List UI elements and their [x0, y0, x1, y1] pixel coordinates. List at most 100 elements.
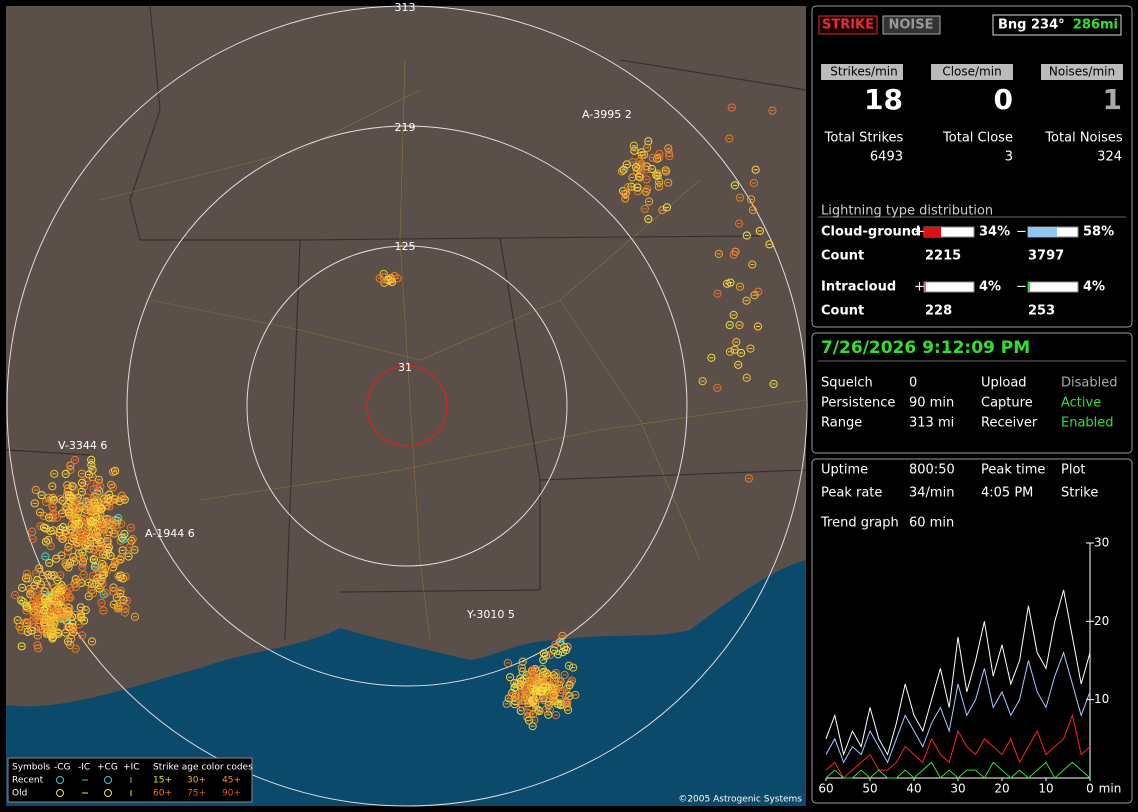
strike-symbol	[655, 149, 664, 158]
strike-symbol	[130, 612, 140, 621]
panel-text: 800:50	[909, 463, 955, 478]
strike-symbol	[658, 206, 667, 215]
strike-symbol	[48, 482, 57, 491]
panel-text: Squelch	[821, 376, 873, 391]
strike-symbol	[665, 152, 674, 161]
strike-symbol	[529, 709, 538, 719]
legend-age: 90+	[222, 789, 241, 799]
strike-symbol	[99, 606, 108, 615]
panel-text: Receiver	[981, 416, 1038, 431]
strike-symbol	[642, 165, 651, 174]
strike-symbol	[564, 661, 574, 670]
panel-text: 4:05 PM	[981, 486, 1033, 501]
strike-symbol	[622, 188, 631, 197]
strike-symbol	[707, 353, 716, 362]
strike-label: Y-3010 5	[466, 608, 515, 621]
strike-symbol	[68, 482, 77, 491]
strike-symbol	[87, 526, 97, 535]
strike-symbol	[71, 644, 80, 653]
strike-symbol	[753, 322, 763, 331]
copyright: ©2005 Astrogenic Systems	[678, 795, 802, 805]
strike-symbol	[533, 694, 542, 703]
legend-age: 60+	[153, 789, 172, 799]
strike-symbol	[17, 583, 27, 592]
strike-symbol	[74, 553, 83, 562]
strike-symbol	[713, 289, 722, 298]
ring	[6, 5, 808, 807]
strike-symbol	[735, 219, 744, 228]
panel-text: Total Close	[942, 131, 1013, 146]
strike-symbol	[31, 485, 40, 495]
range-label: 219	[395, 121, 416, 134]
strike-symbol	[126, 523, 136, 532]
strike-symbol	[375, 274, 384, 283]
strike-symbol	[81, 605, 90, 615]
strike-symbol	[748, 206, 758, 215]
strike-symbol	[643, 185, 652, 194]
strike-symbol	[116, 586, 126, 596]
strike-symbol	[562, 697, 571, 706]
strike-symbol	[96, 482, 105, 491]
strike-symbol	[55, 614, 64, 623]
strike-symbol	[10, 590, 20, 600]
x-tick-label: 60	[818, 782, 833, 796]
panel-text: 34%	[979, 225, 1010, 240]
strike-symbol	[21, 618, 30, 627]
strike-symbol	[22, 601, 31, 611]
strike-symbol	[547, 685, 556, 694]
strike-symbol	[99, 590, 108, 599]
panel-text: 313 mi	[909, 416, 954, 431]
trend-line	[825, 651, 1091, 764]
strike-symbol	[117, 533, 127, 542]
panel-text: 7/26/2026 9:12:09 PM	[821, 338, 1030, 358]
strike-symbol	[48, 502, 57, 511]
range-label: 125	[395, 240, 416, 253]
strike-symbol	[119, 595, 128, 605]
strike-symbol	[503, 658, 512, 668]
strike-symbol	[723, 279, 732, 288]
strike-symbol	[103, 495, 113, 504]
strike-symbol	[542, 669, 551, 678]
panel-text: Upload	[981, 376, 1027, 391]
y-tick-label: 10	[1094, 692, 1109, 706]
strike-symbol	[79, 570, 88, 579]
legend-symbol	[104, 776, 112, 784]
strike-symbol	[39, 523, 49, 532]
strike-symbol	[619, 165, 628, 174]
strike-symbol	[66, 583, 75, 592]
strike-symbol	[746, 195, 756, 204]
legend-text: Old	[12, 789, 27, 799]
strike-symbol	[128, 534, 137, 544]
panel-text: Total Noises	[1044, 131, 1123, 146]
strike-symbol	[644, 214, 653, 224]
noise-button[interactable]	[882, 15, 941, 35]
stats-box	[811, 5, 1133, 328]
strike-symbol	[40, 587, 49, 596]
strike-symbol	[522, 685, 531, 695]
panel-text: 90 min	[909, 396, 954, 411]
strike-symbol	[768, 106, 777, 115]
strike-symbol	[71, 575, 80, 584]
panel-text: Noises/min	[1049, 65, 1115, 79]
strike-symbol	[642, 162, 651, 171]
strike-symbol	[122, 596, 131, 605]
strike-symbol	[520, 675, 529, 684]
strike-symbol	[653, 169, 662, 178]
strike-button[interactable]	[818, 15, 878, 35]
strike-symbol	[87, 461, 96, 470]
strike-symbol	[108, 483, 118, 492]
map-legend: Symbols -CG -IC +CG +IC Strike age color…	[7, 757, 253, 803]
panel-text: Capture	[981, 396, 1033, 411]
strike-symbol	[47, 615, 56, 625]
strike-symbol	[662, 203, 672, 212]
strike-symbol	[732, 337, 741, 347]
strike-symbol	[66, 493, 75, 502]
strike-symbol	[523, 708, 532, 717]
panel-text: 34/min	[909, 486, 954, 501]
strike-symbol	[23, 627, 32, 636]
panel-text: Uptime	[821, 463, 868, 478]
strike-symbol	[45, 558, 54, 568]
strike-symbol	[528, 665, 538, 675]
panel: STRIKE NOISE Bng 234° 286mi Strikes/min 18 Tot…	[811, 5, 1133, 804]
y-tick-label: 30	[1094, 536, 1109, 550]
